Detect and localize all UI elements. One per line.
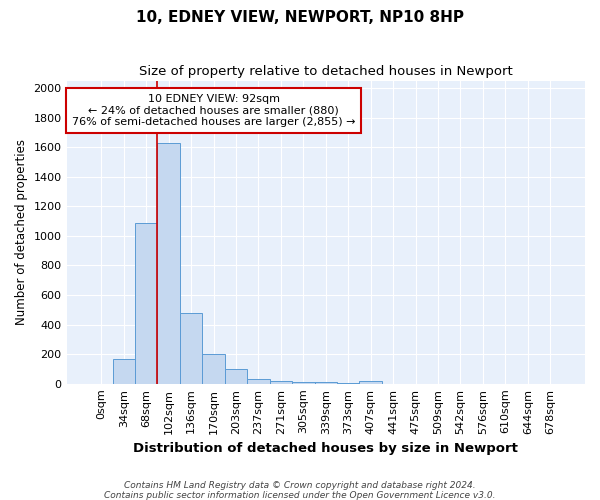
Bar — [292, 382, 314, 384]
Bar — [113, 358, 135, 384]
Bar — [337, 383, 359, 384]
Text: Contains HM Land Registry data © Crown copyright and database right 2024.: Contains HM Land Registry data © Crown c… — [124, 480, 476, 490]
Text: 10 EDNEY VIEW: 92sqm
← 24% of detached houses are smaller (880)
76% of semi-deta: 10 EDNEY VIEW: 92sqm ← 24% of detached h… — [72, 94, 355, 127]
Bar — [135, 222, 157, 384]
Bar — [157, 142, 180, 384]
Bar — [180, 313, 202, 384]
Bar — [314, 382, 337, 384]
Bar — [247, 378, 269, 384]
Bar — [202, 354, 225, 384]
Bar — [359, 381, 382, 384]
X-axis label: Distribution of detached houses by size in Newport: Distribution of detached houses by size … — [133, 442, 518, 455]
Bar — [225, 369, 247, 384]
Text: 10, EDNEY VIEW, NEWPORT, NP10 8HP: 10, EDNEY VIEW, NEWPORT, NP10 8HP — [136, 10, 464, 25]
Bar — [269, 381, 292, 384]
Y-axis label: Number of detached properties: Number of detached properties — [15, 139, 28, 325]
Text: Contains public sector information licensed under the Open Government Licence v3: Contains public sector information licen… — [104, 490, 496, 500]
Title: Size of property relative to detached houses in Newport: Size of property relative to detached ho… — [139, 65, 512, 78]
